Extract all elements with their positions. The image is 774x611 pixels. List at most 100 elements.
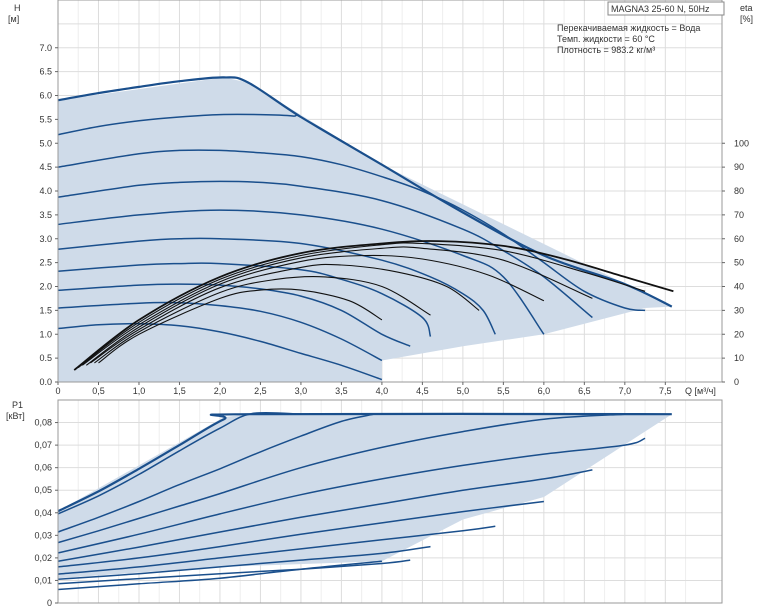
power-operating-area	[58, 414, 672, 579]
y-tick-label: 7.0	[39, 43, 52, 53]
efficiency-curve	[98, 288, 383, 364]
power-axis-label: P1	[12, 400, 23, 410]
info-temperature: Темп. жидкости = 60 °C	[557, 34, 655, 44]
efficiency-curve	[81, 246, 593, 366]
y-tick-label: 1.0	[39, 329, 52, 339]
efficiency-curve	[90, 263, 480, 364]
power-curve	[57, 545, 431, 581]
eta-axis-unit: [%]	[740, 14, 753, 24]
head-curve	[57, 149, 646, 312]
power-curve	[57, 437, 646, 554]
x-tick-label: 0	[55, 386, 60, 396]
y-tick-label: 0	[47, 598, 52, 608]
y-tick-label: 2.5	[39, 258, 52, 268]
power-curve	[57, 412, 672, 513]
head-axis-label: H	[14, 3, 21, 13]
power-curves	[57, 411, 672, 591]
y-tick-label: 5.0	[39, 138, 52, 148]
x-tick-label: 7,5	[659, 386, 672, 396]
head-y-tick-labels: 0.0 0.5 1.0 1.5 2.0 2.5 3.0 3.5 4.0 4.5 5.0 5.5 6.0 6…	[39, 43, 58, 387]
y-tick-label: 0,03	[34, 530, 52, 540]
eta-tick-label: 60	[734, 234, 744, 244]
x-tick-label: 1,5	[173, 386, 186, 396]
efficiency-curves	[73, 240, 674, 371]
eta-tick-label: 0	[734, 377, 739, 387]
head-x-tick-labels: 0 0,5 1,0 1,5 2,0 2,5 3,0 3,5 4,0 4,5 5,0 5,5 6,0 6,5…	[55, 382, 672, 396]
model-box	[607, 1, 725, 16]
y-tick-label: 6.5	[39, 67, 52, 77]
eta-y-tick-labels: 0 10 20 30 40 50 60 70 80 90 100	[722, 138, 749, 387]
y-tick-label: 5.5	[39, 114, 52, 124]
flow-axis-label: Q [м³/ч]	[685, 386, 716, 396]
x-tick-label: 4,0	[376, 386, 389, 396]
x-tick-label: 6,5	[578, 386, 591, 396]
x-tick-label: 5,0	[457, 386, 470, 396]
y-tick-label: 0.0	[39, 377, 52, 387]
x-tick-label: 2,0	[214, 386, 227, 396]
eta-axis-label: eta	[740, 3, 753, 13]
x-tick-label: 6,0	[538, 386, 551, 396]
eta-tick-label: 10	[734, 353, 744, 363]
y-tick-label: 3.5	[39, 210, 52, 220]
head-curve	[57, 209, 545, 335]
eta-tick-label: 50	[734, 258, 744, 268]
y-tick-label: 4.5	[39, 162, 52, 172]
head-curve	[57, 283, 411, 347]
y-tick-label: 2.0	[39, 282, 52, 292]
head-chart: 0 0,5 1,0 1,5 2,0 2,5 3,0 3,5 4,0 4,5 5,0 5,5 6,0 6,5…	[8, 0, 753, 396]
eta-tick-label: 100	[734, 138, 749, 148]
head-operating-area	[58, 77, 672, 383]
x-tick-label: 5,5	[497, 386, 510, 396]
y-tick-label: 0.5	[39, 353, 52, 363]
power-curve	[57, 413, 625, 544]
y-tick-label: 0,04	[34, 508, 52, 518]
efficiency-curve	[85, 254, 545, 366]
y-tick-label: 0,05	[34, 485, 52, 495]
efficiency-curve	[73, 240, 674, 371]
head-curve	[57, 322, 383, 381]
x-tick-label: 2,5	[254, 386, 267, 396]
head-curve	[57, 237, 496, 335]
power-y-tick-labels: 0 0,01 0,02 0,03 0,04 0,05 0,06 0,07 0,08	[34, 418, 58, 608]
power-curve	[57, 500, 544, 568]
y-tick-label: 1.5	[39, 305, 52, 315]
eta-tick-label: 20	[734, 329, 744, 339]
info-density: Плотность = 983.2 кг/м³	[557, 45, 655, 55]
eta-tick-label: 80	[734, 186, 744, 196]
y-tick-label: 0,01	[34, 575, 52, 585]
info-liquid: Перекачиваемая жидкость = Вода	[557, 23, 700, 33]
power-curve	[57, 559, 411, 585]
head-curve	[57, 113, 383, 166]
head-axis-unit: [м]	[8, 14, 19, 24]
eta-tick-label: 40	[734, 282, 744, 292]
y-tick-label: 0,06	[34, 463, 52, 473]
power-curve	[57, 560, 382, 591]
x-tick-label: 4,5	[416, 386, 429, 396]
y-tick-label: 6.0	[39, 91, 52, 101]
power-curve	[57, 469, 593, 563]
power-curve	[57, 411, 301, 515]
power-plot-frame	[57, 399, 723, 604]
power-curve	[57, 525, 496, 575]
y-tick-label: 0,07	[34, 440, 52, 450]
model-label: MAGNA3 25-60 N, 50Hz	[611, 4, 710, 14]
power-chart: 0 0,01 0,02 0,03 0,04 0,05 0,06 0,07 0,08 P1 [кВ…	[6, 399, 723, 608]
efficiency-curve	[77, 242, 646, 369]
head-curve	[57, 301, 383, 362]
efficiency-curve	[94, 275, 431, 364]
eta-tick-label: 30	[734, 305, 744, 315]
y-tick-label: 4.0	[39, 186, 52, 196]
y-tick-label: 0,08	[34, 418, 52, 428]
x-tick-label: 3,5	[335, 386, 348, 396]
power-axis-unit: [кВт]	[6, 411, 25, 421]
y-tick-label: 3.0	[39, 234, 52, 244]
eta-tick-label: 90	[734, 162, 744, 172]
x-tick-label: 0,5	[92, 386, 105, 396]
x-tick-label: 3,0	[295, 386, 308, 396]
x-tick-label: 1,0	[133, 386, 146, 396]
head-curve	[57, 180, 593, 319]
y-tick-label: 0,02	[34, 553, 52, 563]
power-curve	[57, 413, 374, 533]
eta-tick-label: 70	[734, 210, 744, 220]
